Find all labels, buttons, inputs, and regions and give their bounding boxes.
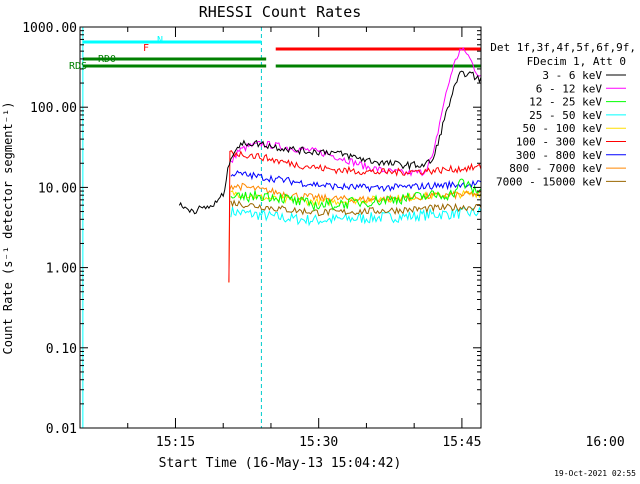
series-line-300-800-kev	[230, 170, 481, 193]
status-label-f: F	[143, 43, 149, 54]
series-line-6-12-kev	[230, 47, 481, 177]
legend-label-300-800-kev: 300 - 800 keV	[516, 149, 602, 162]
plot-area	[82, 27, 481, 428]
legend: Det 1f,3f,4f,5f,6f,9f, FDecim 1, Att 0 3…	[490, 41, 636, 188]
plot-frame	[79, 26, 482, 429]
series-line-3-6-kev	[178, 70, 481, 215]
y-tick-label: 0.10	[46, 342, 77, 357]
legend-label-800-7000-kev: 800 - 7000 keV	[509, 162, 602, 175]
chart-title: RHESSI Count Rates	[199, 3, 362, 21]
y-tick-label: 1.00	[46, 262, 77, 277]
series-line-100-300-kev	[228, 150, 481, 283]
legend-label-3-6-kev: 3 - 6 keV	[542, 69, 602, 82]
legend-label-12-25-kev: 12 - 25 keV	[529, 96, 602, 109]
y-tick-label: 0.01	[46, 422, 77, 437]
x-tick-label: 15:30	[299, 435, 338, 450]
y-tick-label: 10.00	[38, 181, 77, 196]
footer-date: 19-Oct-2021 02:55	[554, 469, 636, 478]
axis-ticks: 1000.00 100.00 10.00 1.00 0.10 0.01 15:15 15:30…	[22, 21, 625, 450]
legend-label-7000-15000-kev: 7000 - 15000 keV	[496, 175, 602, 188]
status-label-n: N	[157, 35, 163, 46]
series-line-800-7000-kev	[228, 182, 481, 283]
y-axis-label: Count Rate (s⁻¹ detector segment⁻¹)	[1, 102, 15, 355]
series-line-50-100-kev	[230, 189, 481, 207]
legend-label-100-300-kev: 100 - 300 keV	[516, 136, 602, 149]
series-line-7000-15000-kev	[230, 199, 481, 217]
series-line-12-25-kev	[230, 178, 481, 212]
legend-header-line-1: Det 1f,3f,4f,5f,6f,9f,	[490, 41, 636, 54]
legend-label-50-100-kev: 50 - 100 keV	[523, 122, 603, 135]
legend-label-6-12-kev: 6 - 12 keV	[536, 82, 603, 95]
y-tick-label: 100.00	[30, 101, 77, 116]
legend-header-line-2: FDecim 1, Att 0	[527, 55, 626, 68]
status-label-rd0: RD0	[98, 54, 116, 65]
x-axis-label: Start Time (16-May-13 15:04:42)	[159, 456, 402, 471]
x-tick-label: 16:00	[586, 435, 625, 450]
x-tick-label: 15:15	[156, 435, 195, 450]
y-tick-label: 1000.00	[22, 21, 77, 36]
legend-label-25-50-kev: 25 - 50 keV	[529, 109, 602, 122]
x-tick-label: 15:45	[442, 435, 481, 450]
series-line-25-50-kev	[230, 206, 481, 227]
status-label-rds: RDS	[69, 61, 87, 72]
